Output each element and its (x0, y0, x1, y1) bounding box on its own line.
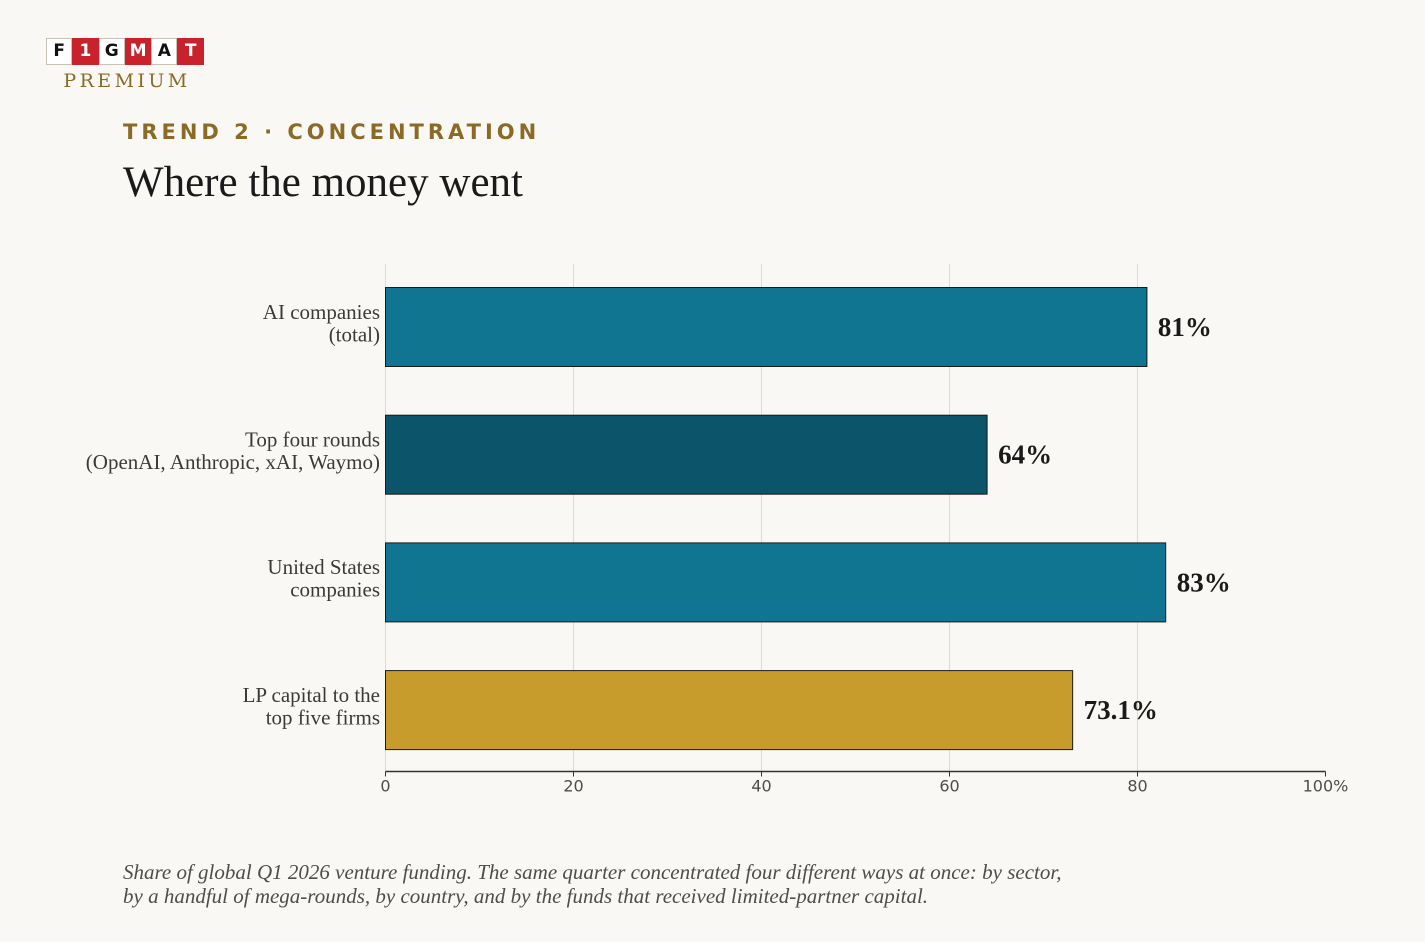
logo-tile: 1 (72, 38, 99, 65)
category-label: United States (267, 555, 380, 579)
x-tick-label: 20 (563, 777, 583, 796)
category-label: (OpenAI, Anthropic, xAI, Waymo) (86, 450, 380, 474)
logo-subtitle: PREMIUM (63, 70, 191, 92)
x-tick-label: 40 (751, 777, 771, 796)
bar (385, 287, 1148, 367)
bar (385, 414, 988, 495)
bar (385, 670, 1074, 751)
x-tick-label: 60 (939, 777, 959, 796)
x-tick-label: 80 (1127, 777, 1147, 796)
x-tick-label: 100% (1303, 777, 1349, 796)
logo-tile: G (98, 38, 125, 65)
chart-caption: Share of global Q1 2026 venture funding.… (123, 860, 1062, 908)
logo-tile: M (124, 38, 152, 65)
category-label: LP capital to the (243, 683, 380, 707)
logo-tile: A (151, 38, 178, 65)
category-label: top five firms (266, 705, 380, 729)
x-tick-label: 0 (380, 777, 390, 796)
logo-tiles: F 1 G M A T (46, 38, 206, 65)
category-label: companies (290, 578, 380, 602)
category-label: Top four rounds (245, 427, 380, 451)
logo-tile: T (177, 38, 204, 65)
brand-logo: F 1 G M A T PREMIUM (46, 38, 206, 92)
category-label: (total) (329, 322, 380, 346)
chart-title: Where the money went (123, 159, 523, 206)
section-kicker: TREND 2 · CONCENTRATION (123, 120, 541, 144)
category-label: AI companies (263, 300, 380, 324)
logo-tile: F (46, 38, 73, 65)
bar (385, 542, 1167, 623)
data-label: 64% (998, 440, 1052, 470)
data-label: 73.1% (1084, 695, 1158, 725)
data-label: 81% (1158, 312, 1212, 342)
data-label: 83% (1177, 567, 1231, 597)
